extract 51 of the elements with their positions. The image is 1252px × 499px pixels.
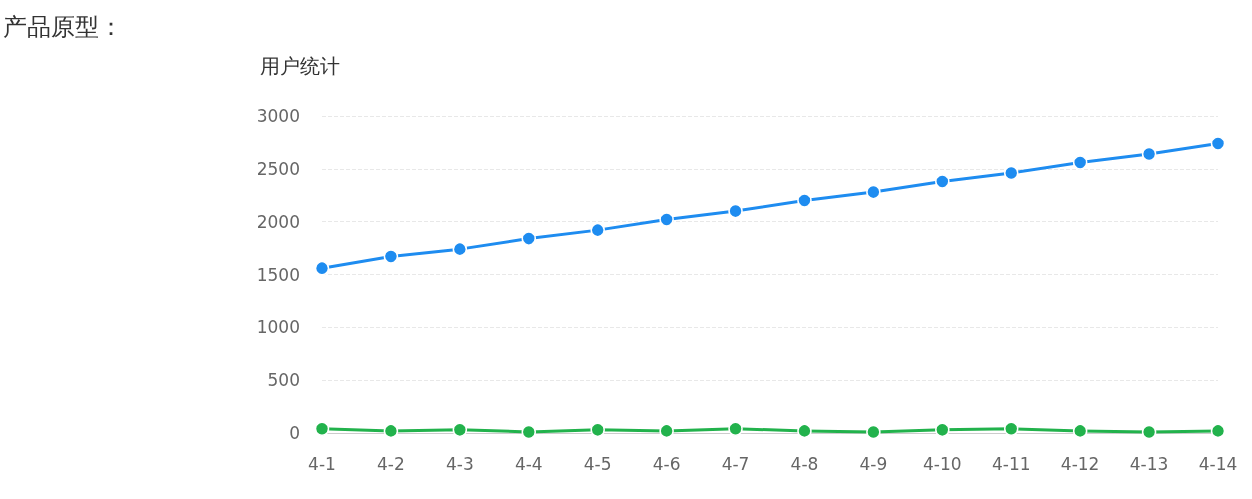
point	[452, 422, 468, 438]
point	[935, 174, 950, 189]
x-tick-label: 4-10	[923, 453, 962, 474]
y-tick-label: 0	[289, 423, 300, 443]
point	[1003, 165, 1019, 181]
point	[1141, 146, 1157, 162]
point	[797, 423, 812, 439]
point	[1072, 423, 1088, 439]
y-tick-label: 1500	[256, 264, 300, 285]
point	[935, 422, 950, 438]
point	[314, 260, 330, 276]
x-tick-label: 4-14	[1198, 453, 1238, 474]
text: 产品原型：	[3, 13, 123, 41]
point	[728, 203, 743, 219]
point	[866, 424, 881, 440]
x-tick-label: 4-6	[652, 453, 681, 474]
point	[1072, 155, 1088, 170]
y-tick-label: 1000	[256, 317, 300, 338]
point	[1141, 424, 1157, 440]
point	[659, 212, 674, 227]
y-tick-label: 2000	[256, 211, 300, 232]
y-tick-label: 2500	[256, 158, 300, 179]
x-tick-label: 4-9	[859, 453, 888, 474]
point	[797, 193, 812, 208]
point	[314, 421, 330, 437]
point	[452, 241, 468, 257]
x-tick-label: 4-7	[721, 453, 750, 474]
x-tick-label: 4-3	[445, 453, 474, 474]
x-tick-label: 4-5	[583, 453, 612, 474]
x-tick-label: 4-4	[514, 453, 543, 474]
point	[1210, 136, 1226, 151]
point	[728, 421, 743, 437]
point	[383, 249, 399, 264]
point	[521, 231, 537, 246]
x-tick-label: 4-8	[790, 453, 819, 474]
x-tick-label: 4-12	[1060, 453, 1100, 474]
y-tick-label: 500	[267, 370, 300, 391]
x-tick-label: 4-11	[991, 453, 1031, 474]
point	[659, 423, 674, 439]
point	[521, 424, 537, 440]
point	[866, 184, 881, 200]
point	[1210, 423, 1226, 439]
x-tick-label: 4-1	[308, 453, 336, 474]
point	[383, 423, 399, 439]
x-tick-label: 4-13	[1129, 453, 1169, 474]
point	[1003, 421, 1019, 437]
x-tick-label: 4-2	[377, 453, 405, 474]
y-tick-label: 3000	[256, 106, 300, 126]
point	[590, 422, 605, 438]
point	[590, 222, 605, 238]
y-axis-title: 用户统计	[260, 54, 340, 78]
